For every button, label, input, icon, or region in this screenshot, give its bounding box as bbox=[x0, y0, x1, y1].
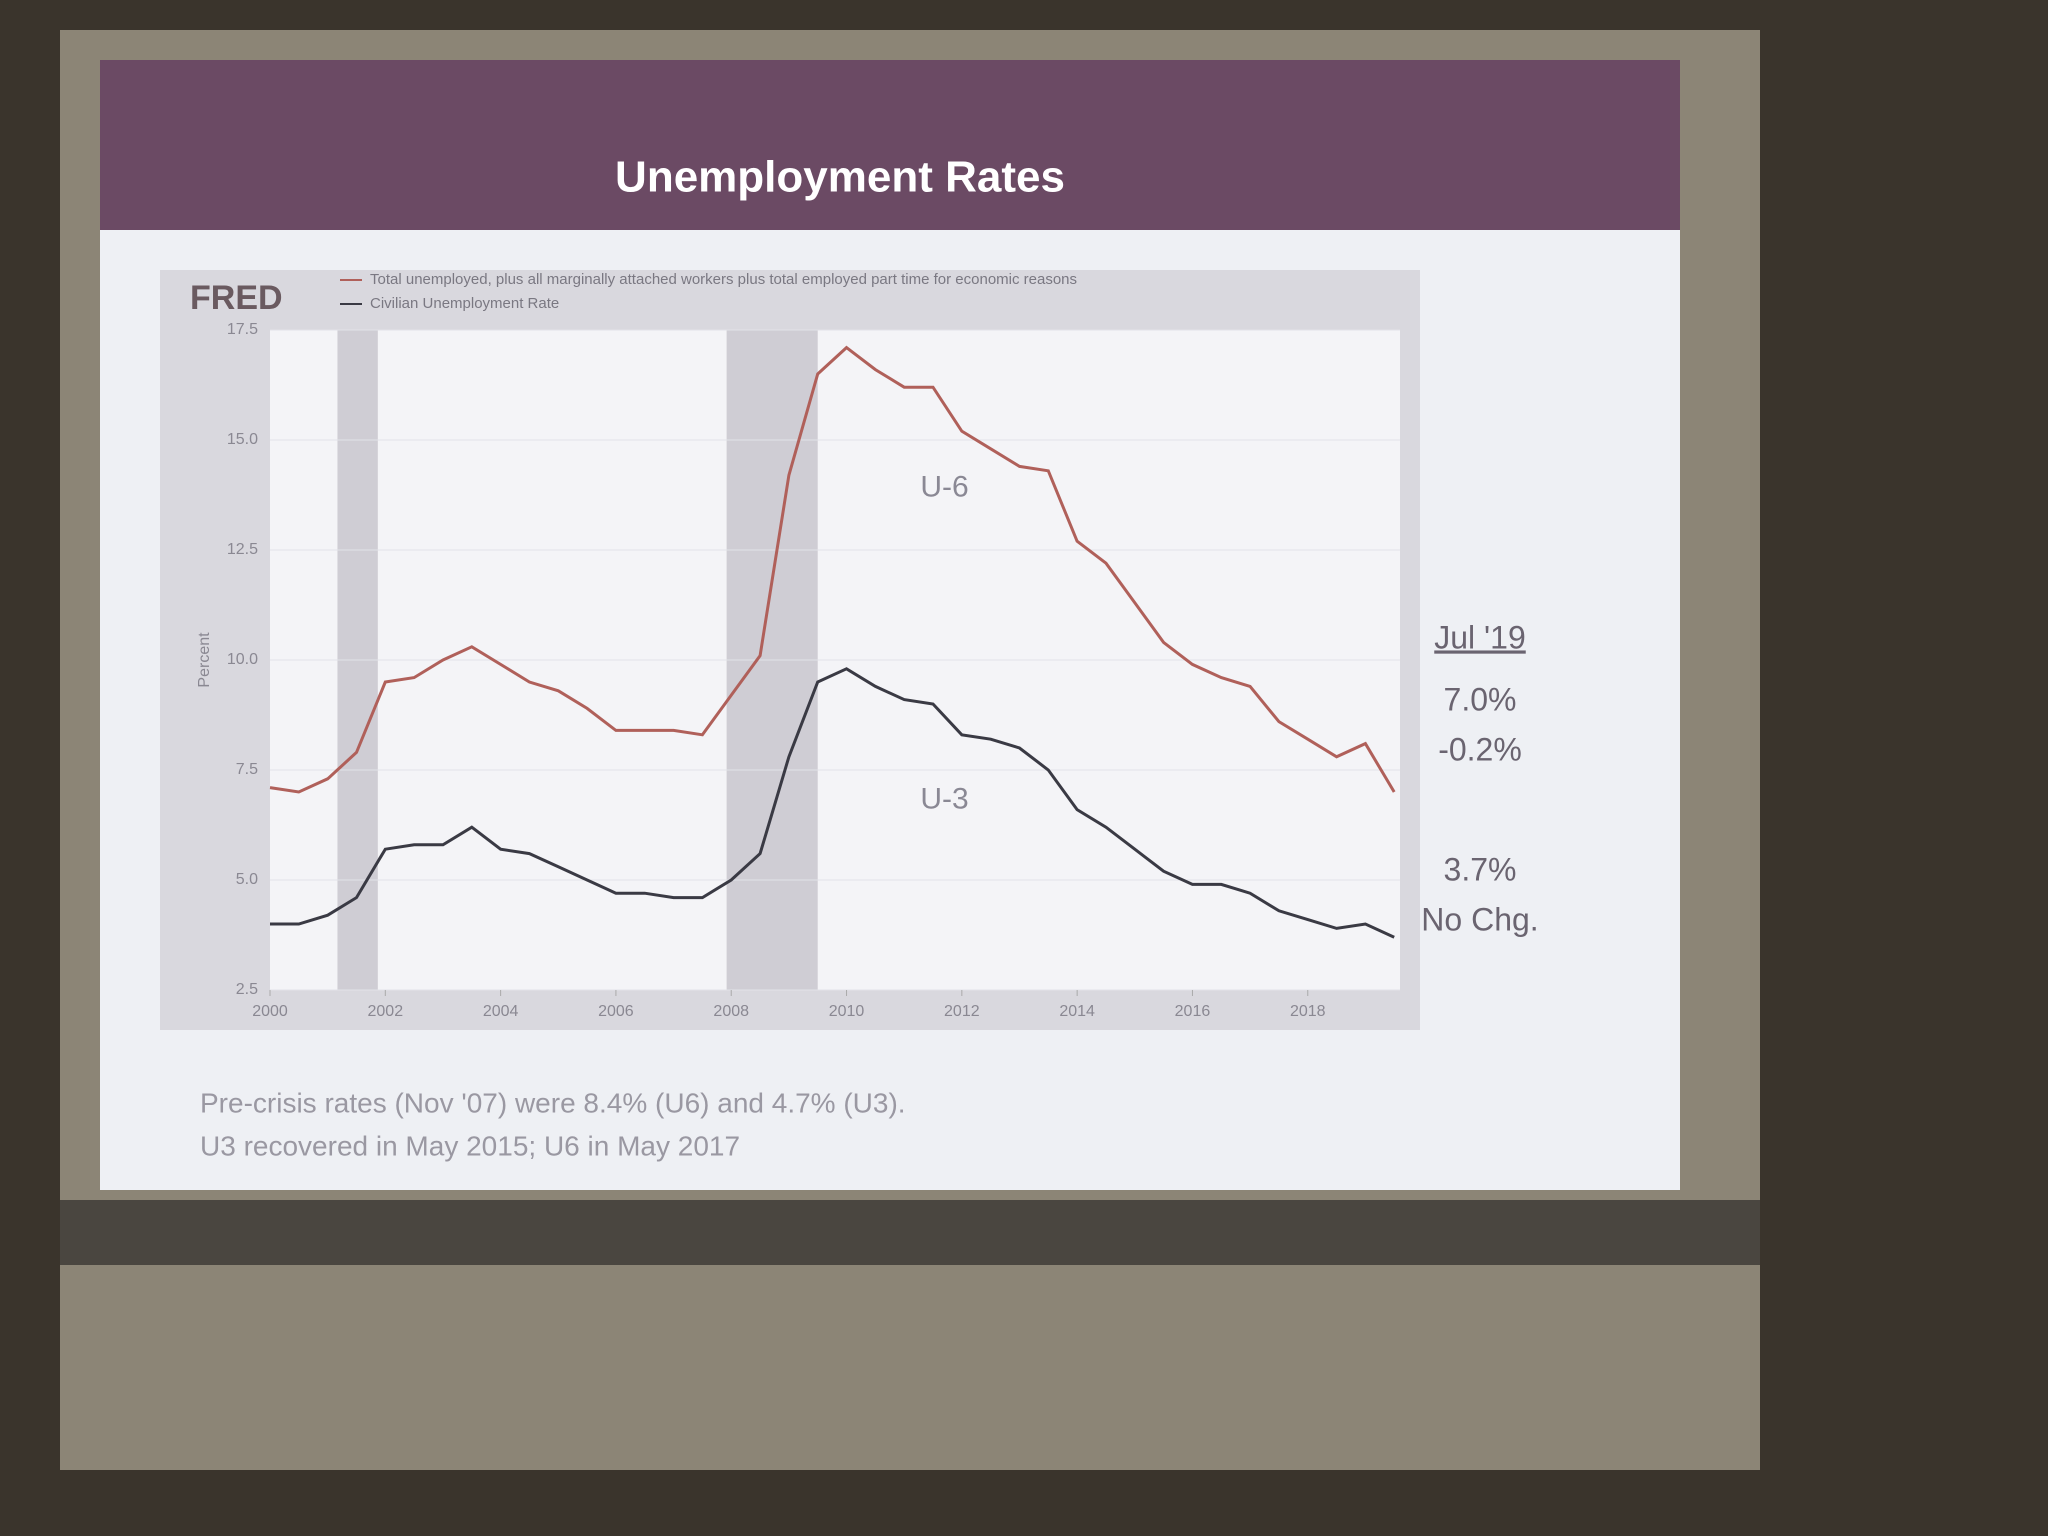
x-tick-label: 2004 bbox=[483, 1003, 519, 1020]
y-tick-label: 5.0 bbox=[236, 871, 258, 888]
legend-label: Total unemployed, plus all marginally at… bbox=[370, 271, 1077, 288]
u3-change: No Chg. bbox=[1421, 901, 1538, 937]
series-line bbox=[270, 667, 1395, 939]
x-tick-label: 2016 bbox=[1175, 1003, 1211, 1020]
y-tick-label: 17.5 bbox=[227, 321, 258, 338]
slide-title: Unemployment Rates bbox=[615, 153, 1065, 202]
series-line bbox=[269, 345, 1396, 794]
u6-change: -0.2% bbox=[1438, 731, 1522, 767]
latest-heading: Jul '19 bbox=[1434, 619, 1526, 655]
x-tick-label: 2010 bbox=[829, 1003, 865, 1020]
legend-label: Civilian Unemployment Rate bbox=[370, 295, 559, 312]
x-tick-label: 2012 bbox=[944, 1003, 980, 1020]
x-tick-label: 2008 bbox=[713, 1003, 749, 1020]
series-label: U-3 bbox=[920, 783, 968, 816]
x-tick-label: 2006 bbox=[598, 1003, 634, 1020]
u6-level: 7.0% bbox=[1444, 681, 1517, 717]
y-tick-label: 7.5 bbox=[236, 761, 258, 778]
series-label: U-6 bbox=[920, 470, 968, 503]
u3-level: 3.7% bbox=[1444, 851, 1517, 887]
logo: FRED bbox=[190, 279, 283, 317]
y-axis-label: Percent bbox=[196, 632, 213, 688]
slide-header bbox=[100, 60, 1680, 230]
y-tick-label: 15.0 bbox=[227, 431, 258, 448]
taskbar bbox=[60, 1200, 1760, 1265]
chart: 2.5 5.0 7.5 10.0 12.5 15.0 17.5 2000 2002 2004 200… bbox=[190, 271, 1400, 1020]
x-tick-label: 2018 bbox=[1290, 1003, 1326, 1020]
note: Pre-crisis rates (Nov '07) were 8.4% (U6… bbox=[200, 1087, 906, 1118]
note: U3 recovered in May 2015; U6 in May 2017 bbox=[200, 1130, 740, 1161]
y-tick-label: 10.0 bbox=[227, 651, 258, 668]
x-tick-label: 2014 bbox=[1059, 1003, 1095, 1020]
y-tick-label: 2.5 bbox=[236, 981, 258, 998]
x-tick-label: 2000 bbox=[252, 1003, 288, 1020]
y-tick-label: 12.5 bbox=[227, 541, 258, 558]
x-tick-label: 2002 bbox=[368, 1003, 404, 1020]
